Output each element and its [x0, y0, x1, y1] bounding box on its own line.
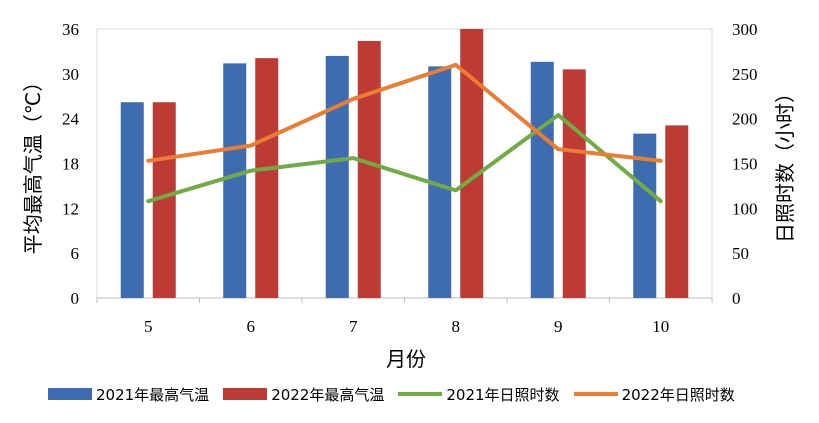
legend-swatch-2021-sun: [398, 392, 443, 396]
x-tick-label: 10: [652, 317, 669, 336]
bar-2021年最高气温-6: [223, 63, 247, 298]
right-tick-label: 100: [732, 199, 758, 218]
x-tick-label: 6: [247, 317, 256, 336]
line-series-group: [146, 62, 663, 204]
line-2021年日照时数: [146, 113, 663, 204]
x-axis-ticks: 5 6 7 8 9 10: [144, 317, 669, 336]
x-tick-label: 7: [349, 317, 358, 336]
chart-legend: 2021年最高气温 2022年最高气温 2021年日照时数 2022年日照时数: [48, 383, 788, 405]
legend-swatch-2022-sun: [573, 392, 618, 396]
right-tick-label: 200: [732, 110, 758, 129]
right-axis-ticks: 0 50 100 150 200 250 300: [732, 20, 758, 308]
bar-2021年最高气温-9: [530, 61, 554, 298]
bar-2022年最高气温-10: [665, 125, 689, 299]
legend-label-2022-sun: 2022年日照时数: [621, 385, 735, 404]
x-tick-label: 5: [144, 317, 153, 336]
right-axis-title: 日照时数（小时）: [773, 83, 797, 243]
bar-series-group: [120, 29, 689, 299]
legend-label-2021-sun: 2021年日照时数: [446, 385, 560, 404]
bar-2022年最高气温-5: [152, 102, 176, 298]
bar-2021年最高气温-8: [428, 66, 452, 298]
bar-2022年最高气温-7: [357, 40, 381, 298]
legend-item-2021-sun: 2021年日照时数: [398, 384, 560, 405]
left-tick-label: 12: [62, 199, 79, 218]
legend-item-2022-temp: 2022年最高气温: [223, 384, 384, 405]
right-tick-label: 250: [732, 65, 758, 84]
left-tick-label: 18: [62, 155, 79, 174]
legend-item-2021-temp: 2021年最高气温: [48, 384, 209, 405]
x-tick-label: 8: [452, 317, 461, 336]
bar-2021年最高气温-5: [120, 102, 144, 298]
right-tick-label: 50: [732, 244, 749, 263]
left-tick-label: 36: [62, 20, 79, 39]
left-tick-label: 24: [62, 110, 80, 129]
bar-2021年最高气温-7: [325, 55, 349, 299]
bar-2022年最高气温-9: [562, 69, 586, 298]
left-tick-label: 30: [62, 65, 79, 84]
legend-swatch-2021-temp: [48, 388, 92, 400]
left-axis-title: 平均最高气温（℃）: [21, 72, 45, 254]
left-axis-ticks: 0 6 12 18 24 30 36: [62, 20, 80, 308]
legend-item-2022-sun: 2022年日照时数: [573, 384, 735, 405]
x-tick-label: 9: [554, 317, 563, 336]
bar-2022年最高气温-8: [460, 29, 484, 298]
line-2022年日照时数: [146, 62, 663, 163]
legend-label-2021-temp: 2021年最高气温: [96, 385, 210, 404]
plot-area: [96, 28, 713, 303]
x-axis-title: 月份: [386, 347, 426, 371]
bar-2021年最高气温-10: [633, 133, 657, 298]
legend-label-2022-temp: 2022年最高气温: [271, 385, 385, 404]
left-tick-label: 0: [71, 289, 80, 308]
plot-border: [96, 28, 713, 299]
right-tick-label: 150: [732, 155, 758, 174]
bar-2022年最高气温-6: [255, 58, 279, 299]
legend-swatch-2022-temp: [223, 388, 268, 400]
right-tick-label: 300: [732, 20, 758, 39]
right-tick-label: 0: [732, 289, 741, 308]
left-tick-label: 6: [71, 244, 80, 263]
